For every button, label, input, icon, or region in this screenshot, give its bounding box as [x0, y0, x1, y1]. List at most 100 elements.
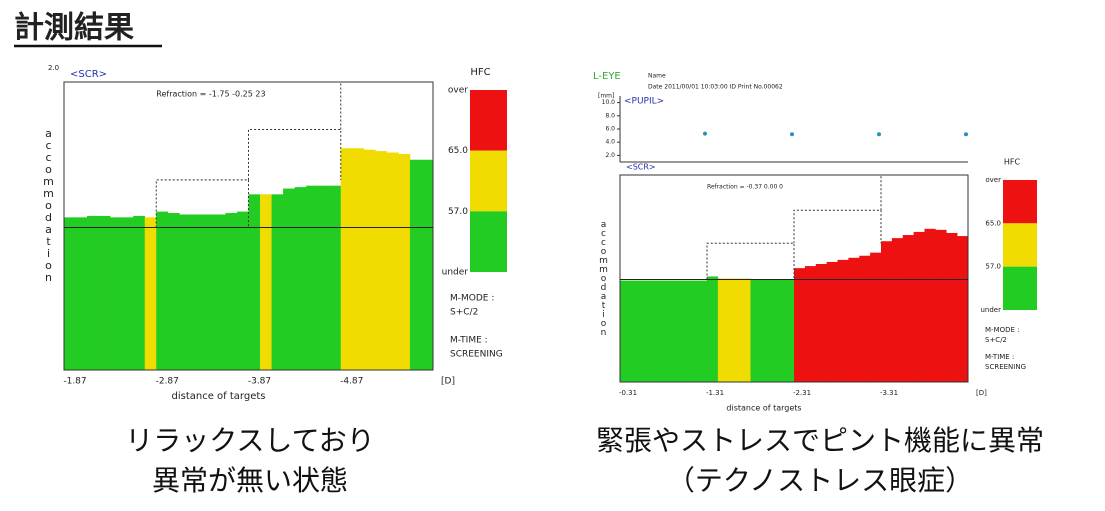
mode-note: M-MODE : — [450, 294, 494, 304]
target-step — [706, 242, 795, 280]
pupil-point — [964, 132, 968, 137]
bar — [260, 194, 272, 370]
hfc-title: HFC — [1004, 158, 1021, 167]
plot-frame — [63, 81, 434, 371]
bar — [891, 238, 904, 382]
x-tick-label: -2.87 — [156, 377, 179, 387]
bar — [674, 280, 686, 382]
bar — [881, 241, 893, 382]
bar — [98, 215, 111, 370]
bar — [837, 259, 849, 382]
x-tick-label: -1.87 — [63, 377, 86, 387]
bar — [133, 215, 146, 370]
bar — [772, 279, 784, 382]
hfc-label: under — [442, 268, 469, 278]
bar — [190, 214, 203, 370]
bar — [826, 261, 838, 382]
mode-note: S+C/2 — [450, 308, 478, 318]
bar — [924, 228, 936, 382]
annotation: Refraction = -1.75 -0.25 23 — [156, 90, 265, 99]
bar — [110, 217, 122, 370]
bar — [652, 280, 664, 382]
info-label: Date 2011/00/01 10:03:00 ID Print No.000… — [648, 84, 783, 91]
bar — [728, 278, 740, 382]
bar — [283, 188, 295, 370]
bar — [225, 213, 238, 370]
bar — [663, 280, 675, 382]
y-max-label: 2.0 — [48, 64, 59, 72]
target-step — [793, 209, 882, 244]
bar — [870, 252, 882, 382]
pupil-point — [703, 131, 707, 136]
eye-label: L-EYE — [593, 71, 621, 82]
bar — [815, 264, 827, 382]
chart-title: <SCR> — [70, 69, 107, 80]
x-axis-label: distance of targets — [726, 404, 801, 413]
target-step — [155, 179, 249, 228]
bar — [75, 217, 88, 370]
x-tick-label: -0.31 — [619, 389, 637, 397]
bar — [859, 255, 871, 382]
bar — [64, 217, 76, 370]
bar — [783, 279, 795, 382]
pupil-tick-label: 4.0 — [605, 139, 615, 146]
pupil-point — [877, 132, 881, 137]
hfc-label: over — [985, 176, 1001, 184]
annotation: Refraction = -0.37 0.00 0 — [707, 184, 783, 191]
bar — [144, 217, 157, 370]
bar — [707, 276, 719, 382]
mode-note: SCREENING — [450, 350, 503, 360]
hfc-label: 57.0 — [985, 263, 1001, 271]
bar — [167, 213, 180, 370]
hfc-label: 65.0 — [985, 219, 1001, 227]
bar — [902, 235, 914, 382]
caption: 異常が無い状態 — [152, 464, 348, 497]
hfc-band — [470, 150, 507, 212]
hfc-band — [1003, 266, 1037, 310]
bar — [306, 185, 318, 370]
bar — [696, 280, 708, 382]
page-title: 計測結果 — [14, 11, 134, 46]
bar — [761, 279, 773, 382]
bar — [375, 151, 388, 370]
bar — [340, 148, 353, 370]
bar — [804, 266, 817, 382]
bar — [386, 152, 399, 370]
bar — [236, 211, 249, 370]
hfc-title: HFC — [470, 67, 490, 78]
bar — [352, 148, 365, 370]
hfc-band — [1003, 180, 1037, 224]
bar — [794, 268, 806, 382]
pupil-point — [790, 132, 794, 137]
bar — [630, 280, 643, 382]
bar — [87, 215, 99, 370]
bar — [317, 185, 330, 370]
x-tick-label: -2.31 — [793, 389, 811, 397]
pupil-title: <PUPIL> — [624, 97, 664, 107]
bar — [156, 211, 169, 370]
caption: 緊張やストレスでピント機能に異常 — [596, 424, 1044, 457]
x-tick-label: -1.31 — [706, 389, 724, 397]
hfc-label: over — [448, 86, 468, 96]
bar — [848, 257, 860, 382]
x-axis-label: distance of targets — [172, 391, 266, 402]
bar — [329, 185, 342, 370]
y-axis-label: accommodation — [599, 220, 609, 337]
bar — [271, 194, 284, 370]
caption: リラックスしており — [125, 424, 374, 457]
target-step — [340, 81, 434, 130]
pupil-tick-label: 10.0 — [602, 99, 616, 106]
bar — [398, 154, 411, 370]
name-label: Name — [648, 73, 666, 80]
mode-note: M-TIME : — [985, 353, 1014, 361]
bar — [421, 159, 434, 370]
caption: （テクノストレス眼症） — [667, 464, 973, 497]
bar — [248, 194, 261, 370]
hfc-label: under — [980, 306, 1001, 314]
bar — [641, 280, 653, 382]
x-unit: [D] — [976, 389, 987, 397]
mode-note: M-TIME : — [450, 336, 488, 346]
x-tick-label: -3.31 — [880, 389, 898, 397]
bar — [202, 214, 215, 370]
